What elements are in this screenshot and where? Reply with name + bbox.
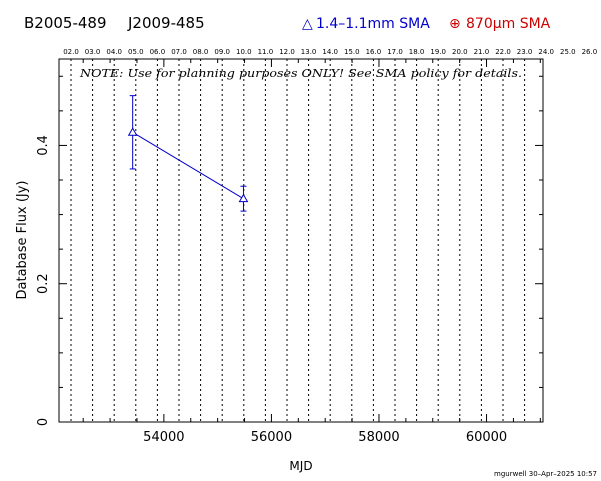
y-tick-label: 0.2 bbox=[36, 273, 51, 294]
x-tick-label: 58000 bbox=[358, 430, 399, 445]
data-point bbox=[127, 127, 138, 136]
top-axis-year-label: 15.0 bbox=[344, 48, 360, 56]
top-axis-year-label: 23.0 bbox=[517, 48, 533, 56]
legend-symbol-870um: ⊕ bbox=[449, 16, 461, 32]
top-axis-year-label: 13.0 bbox=[301, 48, 317, 56]
top-axis-year-label: 03.0 bbox=[85, 48, 101, 56]
y-axis-label: Database Flux (Jy) bbox=[15, 181, 30, 300]
x-axis-label: MJD bbox=[289, 459, 312, 473]
top-axis-year-label: 08.0 bbox=[193, 48, 209, 56]
top-axis-year-label: 17.0 bbox=[387, 48, 403, 56]
top-axis-year-label: 16.0 bbox=[366, 48, 382, 56]
legend-label-1mm: 1.4–1.1mm SMA bbox=[316, 16, 430, 32]
legend: △ 1.4–1.1mm SMA ⊕ 870μm SMA bbox=[302, 16, 551, 32]
top-axis-year-label: 05.0 bbox=[128, 48, 144, 56]
top-axis-year-label: 26.0 bbox=[582, 48, 598, 56]
top-axis-year-label: 25.0 bbox=[560, 48, 576, 56]
legend-symbol-1mm: △ bbox=[302, 16, 313, 32]
x-axis: 54000 56000 58000 60000 bbox=[82, 59, 541, 445]
top-axis-year-labels: 02.0 03.0 04.0 05.0 06.0 07.0 08.0 09.0 10.0 11.0… bbox=[63, 48, 597, 56]
y-tick-label: 0.4 bbox=[36, 135, 51, 156]
top-axis-year-label: 12.0 bbox=[279, 48, 295, 56]
planning-note: NOTE: Use for planning purposes ONLY! Se… bbox=[79, 67, 522, 80]
year-gridlines bbox=[70, 59, 526, 422]
series-line bbox=[132, 131, 244, 200]
data-point bbox=[238, 193, 249, 203]
top-axis-year-label: 07.0 bbox=[171, 48, 187, 56]
data-series bbox=[127, 95, 249, 212]
top-axis-year-label: 18.0 bbox=[409, 48, 425, 56]
x-tick-label: 54000 bbox=[143, 430, 184, 445]
top-axis-year-label: 19.0 bbox=[430, 48, 446, 56]
footer-timestamp: mgurwell 30–Apr–2025 10:57 bbox=[494, 470, 597, 478]
top-axis-year-label: 20.0 bbox=[452, 48, 468, 56]
top-axis-year-label: 10.0 bbox=[236, 48, 252, 56]
legend-label-870um: 870μm SMA bbox=[466, 16, 551, 32]
top-axis-year-label: 14.0 bbox=[322, 48, 338, 56]
top-axis-year-label: 06.0 bbox=[150, 48, 166, 56]
top-axis-year-label: 11.0 bbox=[258, 48, 274, 56]
plot-frame bbox=[58, 58, 544, 423]
top-axis-year-label: 22.0 bbox=[495, 48, 511, 56]
y-axis: 0 0.2 0.4 bbox=[36, 75, 543, 426]
top-axis-year-label: 02.0 bbox=[63, 48, 79, 56]
x-tick-label: 60000 bbox=[466, 430, 507, 445]
x-tick-label: 56000 bbox=[251, 430, 292, 445]
source-alias: J2009-485 bbox=[127, 14, 205, 32]
top-axis-year-label: 09.0 bbox=[214, 48, 230, 56]
top-axis-year-label: 24.0 bbox=[538, 48, 554, 56]
source-name: B2005-489 bbox=[24, 14, 107, 32]
top-axis-year-label: 04.0 bbox=[106, 48, 122, 56]
y-tick-label: 0 bbox=[36, 418, 51, 426]
top-axis-year-label: 21.0 bbox=[474, 48, 490, 56]
